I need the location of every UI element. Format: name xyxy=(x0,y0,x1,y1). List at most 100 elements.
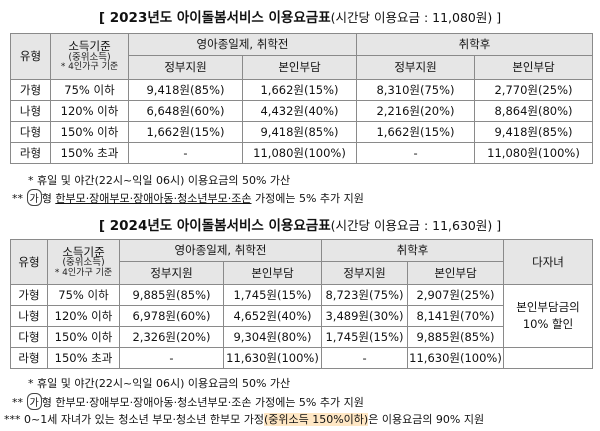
header-gov-2: 정부지원 xyxy=(356,55,476,80)
row-type: 가형 xyxy=(10,79,51,101)
row-income: 150% 초과 xyxy=(50,142,129,164)
note-family-types: 한부모·장애부모·장애아동·청소년부모·조손 xyxy=(55,192,252,205)
row-self-1: 11,630원(100%) xyxy=(222,347,323,369)
row-gov-2: 8,723원(75%) xyxy=(321,284,409,306)
row-gov-1: 1,662원(15%) xyxy=(128,121,243,143)
header-income: 소득기준 (중위소득) * 4인가구 기준 xyxy=(50,33,129,80)
row-income: 75% 이하 xyxy=(50,79,129,101)
header-gov-2: 정부지원 xyxy=(321,261,409,285)
title-2024-main: [ 2024년도 아이돌봄서비스 이용요금표 xyxy=(98,218,331,234)
row-type: 다형 xyxy=(10,121,51,143)
circle-ga-icon: 가 xyxy=(26,393,42,410)
header-self-1: 본인부담 xyxy=(222,261,323,285)
note-2024-teen-parent: *** 0~1세 자녀가 있는 청소년 부모·청소년 한부모 가정(중위소득 1… xyxy=(4,411,484,427)
row-income: 150% 초과 xyxy=(47,347,120,369)
row-gov-2: 1,662원(15%) xyxy=(356,121,476,143)
title-2024: [ 2024년도 아이돌봄서비스 이용요금표(시간당 이용요금 : 11,630… xyxy=(0,214,600,234)
header-multi-child: 다자녀 xyxy=(503,239,594,285)
note-mark: ** xyxy=(12,192,23,205)
row-income: 150% 이하 xyxy=(47,326,120,348)
header-income-sub: (중위소득) xyxy=(62,257,105,269)
row-self-1: 1,745원(15%) xyxy=(222,284,323,306)
header-type: 유형 xyxy=(10,239,48,285)
row-gov-1: - xyxy=(128,142,243,164)
row-self-2: 8,141원(70%) xyxy=(407,305,505,327)
title-2023: [ 2023년도 아이돌봄서비스 이용요금표(시간당 이용요금 : 11,080… xyxy=(0,6,600,26)
title-2023-rate: (시간당 이용요금 : 11,080원) ] xyxy=(330,10,502,25)
header-group-school: 취학후 xyxy=(356,33,594,56)
row-type: 다형 xyxy=(10,326,48,348)
table-row: 라형 150% 초과 - 11,630원(100%) - 11,630원(100… xyxy=(10,347,594,369)
multi-child-discount: 본인부담금의 10% 할인 xyxy=(503,284,594,348)
row-self-2: 9,418원(85%) xyxy=(474,121,594,143)
row-gov-1: 9,885원(85%) xyxy=(119,284,224,306)
table-row: 가형 75% 이하 9,418원(85%) 1,662원(15%) 8,310원… xyxy=(10,79,594,101)
row-gov-1: 2,326원(20%) xyxy=(119,326,224,348)
row-self-1: 4,432원(40%) xyxy=(241,100,358,122)
multi-child-discount-line2: 10% 할인 xyxy=(522,317,574,331)
multi-child-empty xyxy=(503,347,594,369)
row-income: 150% 이하 xyxy=(50,121,129,143)
row-gov-1: 6,978원(60%) xyxy=(119,305,224,327)
row-type: 나형 xyxy=(10,305,48,327)
row-gov-1: 9,418원(85%) xyxy=(128,79,243,101)
table-row: 다형 150% 이하 1,662원(15%) 9,418원(85%) 1,662… xyxy=(10,121,594,143)
row-gov-1: 6,648원(60%) xyxy=(128,100,243,122)
table-row: 다형 150% 이하 2,326원(20%) 9,304원(80%) 1,745… xyxy=(10,326,593,348)
row-gov-2: - xyxy=(321,347,409,369)
row-gov-2: 2,216원(20%) xyxy=(356,100,476,122)
row-self-2: 11,080원(100%) xyxy=(474,142,594,164)
note-support-text: 형 한부모·장애부모·장애아동·청소년부모·조손 가정에는 5% 추가 지원 xyxy=(41,396,364,409)
row-gov-2: 3,489원(30%) xyxy=(321,305,409,327)
row-gov-2: - xyxy=(356,142,476,164)
table-row: 라형 150% 초과 - 11,080원(100%) - 11,080원(100… xyxy=(10,142,594,164)
fee-table-2023: 유형 소득기준 (중위소득) * 4인가구 기준 영아종일제, 취학전 취학후 … xyxy=(10,33,594,164)
header-type: 유형 xyxy=(10,33,51,80)
header-self-1: 본인부담 xyxy=(241,55,358,80)
row-self-1: 9,304원(80%) xyxy=(222,326,323,348)
row-income: 75% 이하 xyxy=(47,284,120,306)
note-teen-parent-support: 은 이용요금의 90% 지원 xyxy=(368,413,485,426)
header-self-2: 본인부담 xyxy=(407,261,505,285)
fee-table-2024: 유형 소득기준 (중위소득) * 4인가구 기준 영아종일제, 취학전 취학후 … xyxy=(10,239,594,369)
row-self-1: 4,652원(40%) xyxy=(222,305,323,327)
header-group-preschool: 영아종일제, 취학전 xyxy=(127,33,358,56)
row-self-2: 9,885원(85%) xyxy=(407,326,505,348)
row-self-1: 11,080원(100%) xyxy=(241,142,358,164)
row-self-2: 11,630원(100%) xyxy=(407,347,505,369)
note-2024-surcharge: * 휴일 및 야간(22시~익일 06시) 이용요금의 50% 가산 xyxy=(28,377,291,390)
row-type: 가형 xyxy=(10,284,48,306)
row-type: 라형 xyxy=(10,142,51,164)
title-2024-rate: (시간당 이용요금 : 11,630원) ] xyxy=(330,218,502,233)
note-mark: ** xyxy=(12,396,23,409)
header-income: 소득기준 (중위소득) * 4인가구 기준 xyxy=(47,239,120,285)
header-income-note: * 4인가구 기준 xyxy=(54,267,113,278)
row-income: 120% 이하 xyxy=(50,100,129,122)
note-2023-surcharge: * 휴일 및 야간(22시~익일 06시) 이용요금의 50% 가산 xyxy=(28,174,291,187)
header-income-sub: (중위소득) xyxy=(68,51,111,63)
row-gov-1: - xyxy=(119,347,224,369)
header-group-preschool: 영아종일제, 취학전 xyxy=(118,239,323,262)
row-self-1: 9,418원(85%) xyxy=(241,121,358,143)
table-row: 나형 120% 이하 6,648원(60%) 4,432원(40%) 2,216… xyxy=(10,100,594,122)
row-gov-2: 8,310원(75%) xyxy=(356,79,476,101)
table-row: 가형 75% 이하 9,885원(85%) 1,745원(15%) 8,723원… xyxy=(10,284,594,348)
row-self-2: 8,864원(80%) xyxy=(474,100,594,122)
note-teen-parent-income: (중위소득 150%이하) xyxy=(263,413,369,426)
title-2023-main: [ 2023년도 아이돌봄서비스 이용요금표 xyxy=(98,10,331,26)
header-gov-1: 정부지원 xyxy=(128,55,243,80)
row-self-2: 2,770원(25%) xyxy=(474,79,594,101)
note-type-suffix: 형 xyxy=(41,192,52,205)
header-income-label: 소득기준 xyxy=(62,244,105,259)
row-type: 라형 xyxy=(10,347,48,369)
row-gov-2: 1,745원(15%) xyxy=(321,326,409,348)
header-income-note: * 4인가구 기준 xyxy=(60,62,119,73)
header-income-label: 소득기준 xyxy=(68,39,111,54)
row-type: 나형 xyxy=(10,100,51,122)
header-gov-1: 정부지원 xyxy=(119,261,224,285)
row-income: 120% 이하 xyxy=(47,305,120,327)
header-self-2: 본인부담 xyxy=(474,55,594,80)
circle-ga-icon: 가 xyxy=(26,189,42,206)
